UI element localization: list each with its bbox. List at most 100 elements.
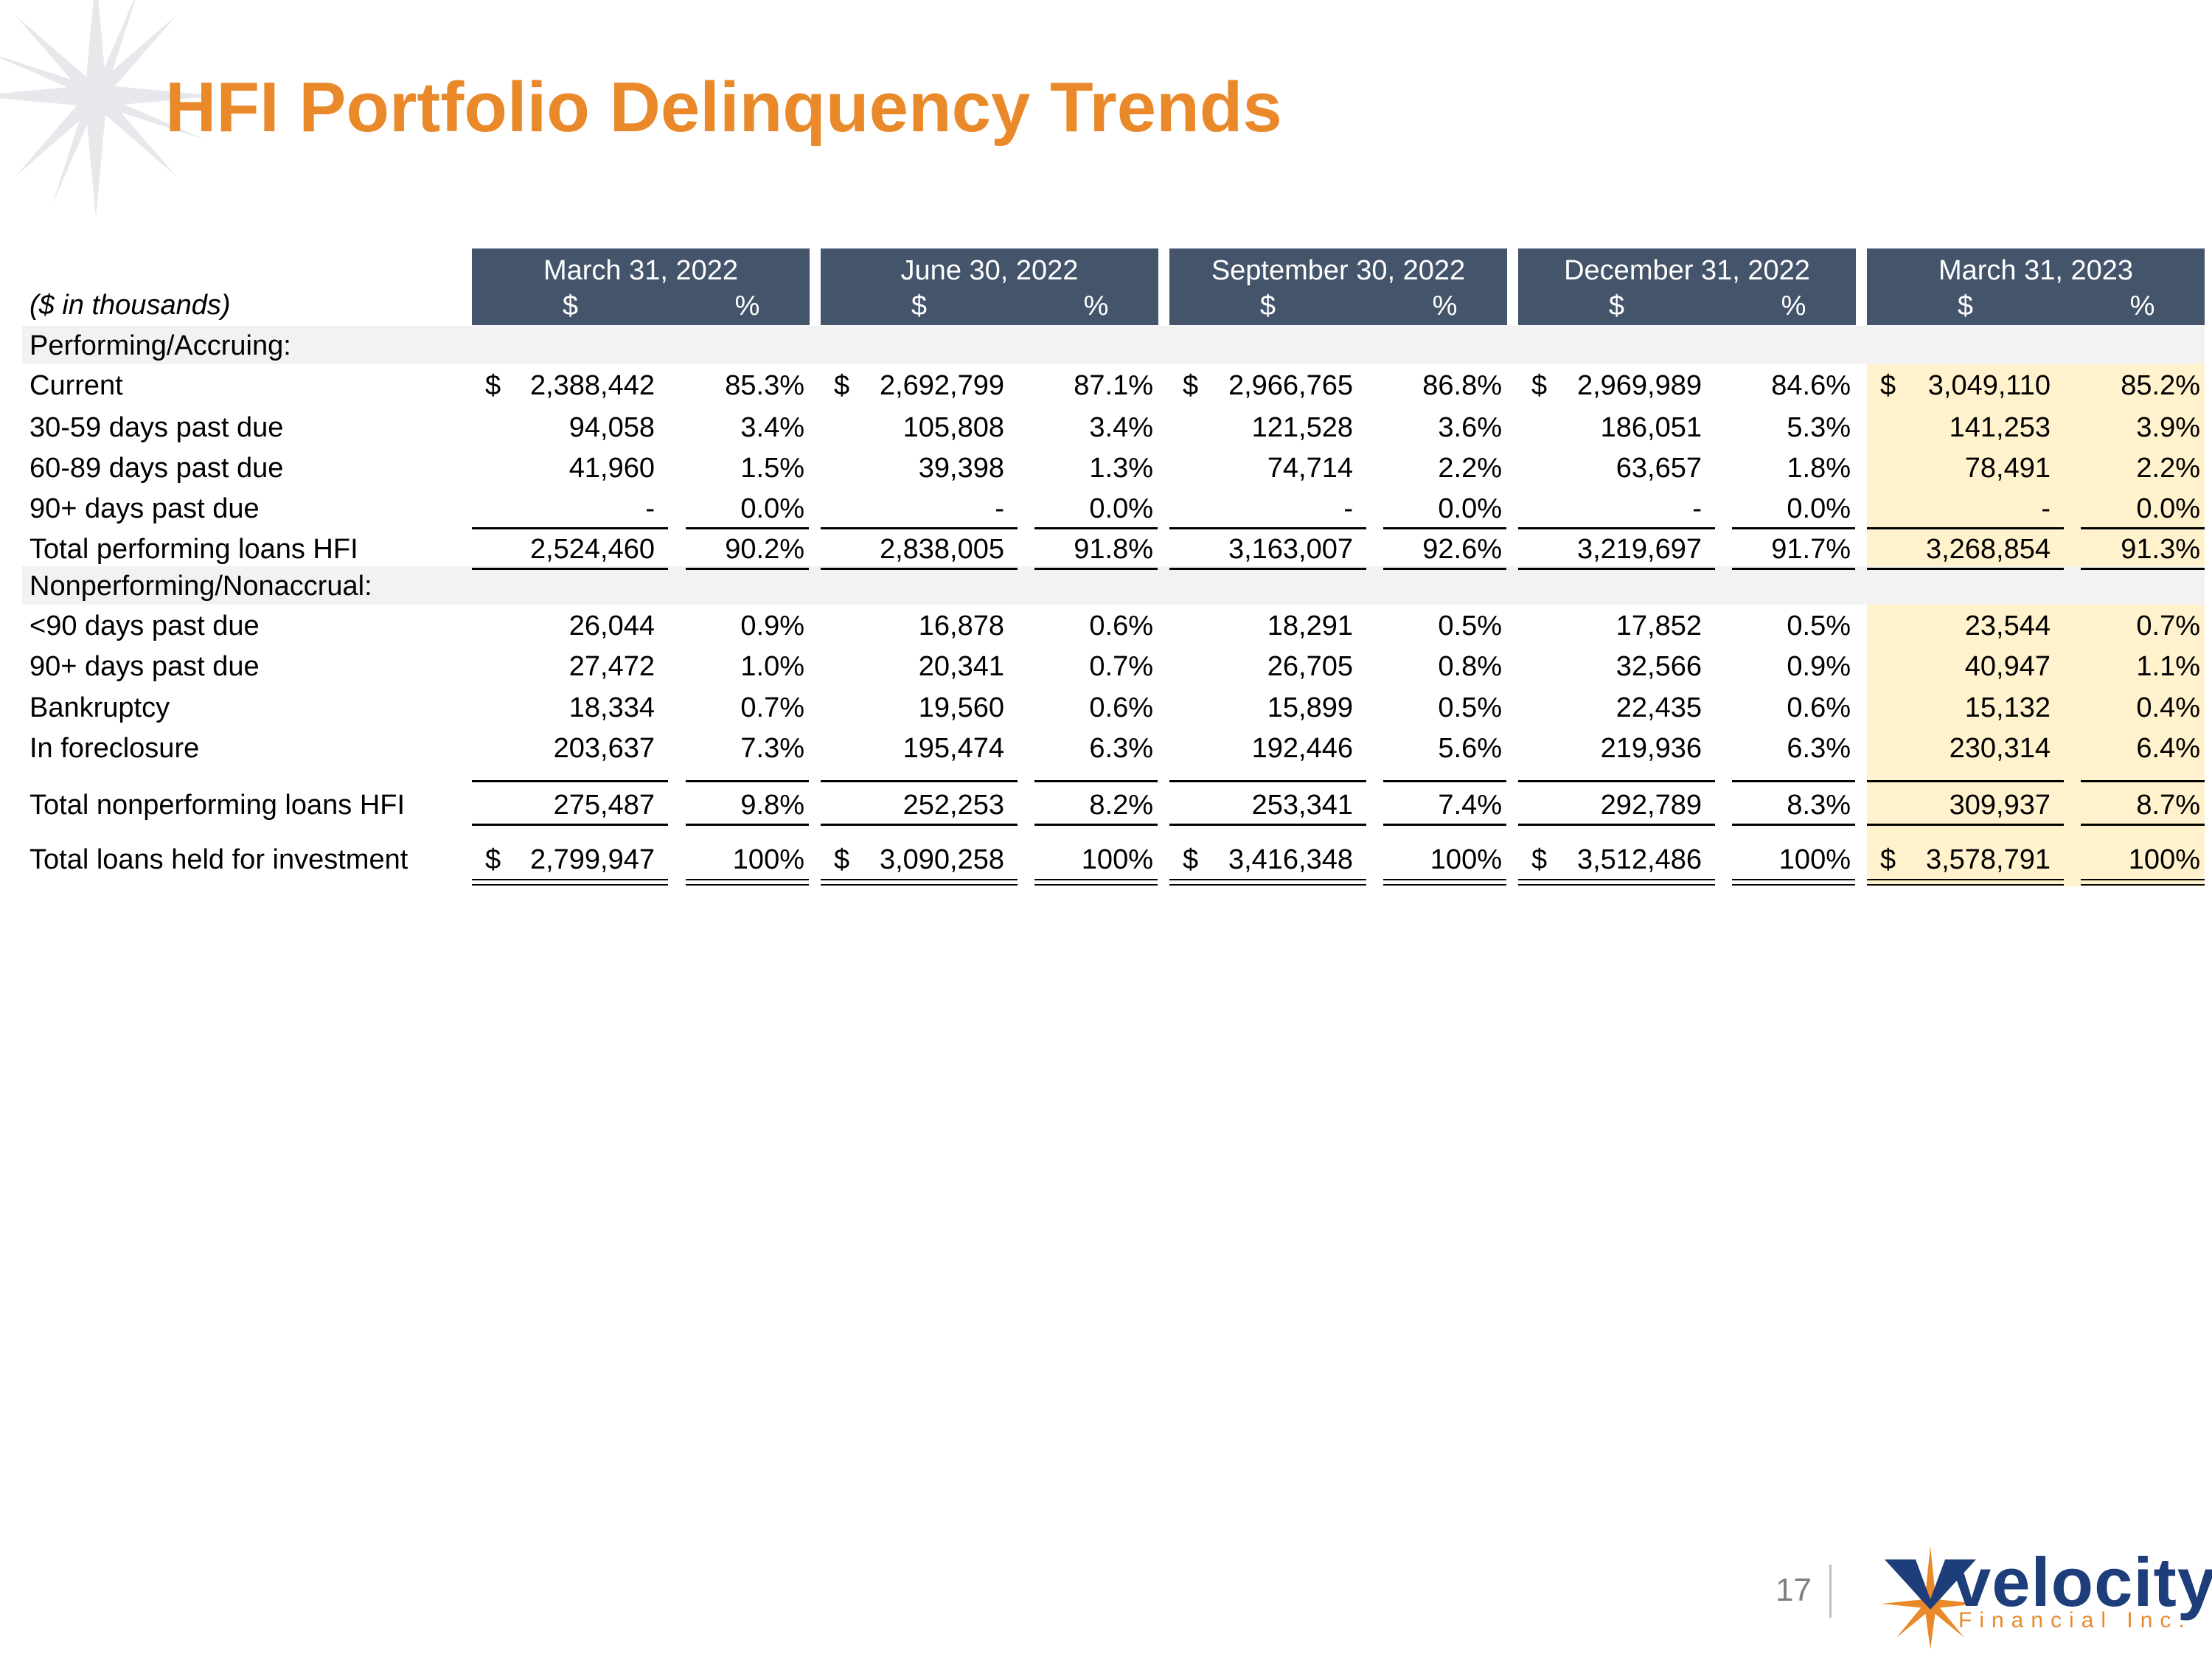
percent-value: 9.8% bbox=[740, 790, 804, 821]
total-rule bbox=[686, 824, 809, 826]
row-label: <90 days past due bbox=[29, 611, 260, 641]
amount-value: 2,388,442 bbox=[529, 370, 655, 401]
logo-wordmark: velocity bbox=[1952, 1543, 2212, 1621]
percent-value: 8.2% bbox=[1089, 790, 1153, 821]
amount-value: 26,044 bbox=[568, 611, 655, 641]
dollar-column-header: $ bbox=[911, 291, 928, 321]
dollar-sign: $ bbox=[1183, 844, 1199, 875]
percent-value: 100% bbox=[1430, 844, 1502, 875]
grand-total-double-rule bbox=[1383, 879, 1506, 886]
percent-value: 0.0% bbox=[1787, 493, 1851, 524]
period-header-label: June 30, 2022 bbox=[900, 255, 1079, 286]
percent-value: 3.9% bbox=[2136, 412, 2200, 443]
total-rule bbox=[2081, 824, 2205, 826]
amount-value: 195,474 bbox=[902, 733, 1004, 764]
percent-value: 100% bbox=[1081, 844, 1153, 875]
period-header bbox=[1169, 248, 1507, 325]
amount-value: 253,341 bbox=[1251, 790, 1353, 821]
row-label: Total loans held for investment bbox=[29, 844, 408, 875]
subtotal-rule bbox=[1867, 527, 2064, 529]
amount-value: 203,637 bbox=[553, 733, 655, 764]
delinquency-table: ($ in thousands) Performing/Accruing: Non… bbox=[22, 248, 2205, 886]
percent-value: 3.6% bbox=[1438, 412, 1502, 443]
total-rule bbox=[686, 568, 809, 570]
amount-value: 3,512,486 bbox=[1576, 844, 1702, 875]
subtotal-rule bbox=[1518, 527, 1715, 529]
percent-value: 7.3% bbox=[740, 733, 804, 764]
subtotal-rule bbox=[1383, 780, 1506, 782]
percent-value: 6.4% bbox=[2136, 733, 2200, 764]
total-rule bbox=[1867, 824, 2064, 826]
amount-value: 121,528 bbox=[1251, 412, 1353, 443]
row-label: In foreclosure bbox=[29, 733, 200, 764]
amount-value: 2,799,947 bbox=[529, 844, 655, 875]
amount-value: 94,058 bbox=[568, 412, 655, 443]
subtotal-rule bbox=[821, 780, 1018, 782]
percent-value: 7.4% bbox=[1438, 790, 1502, 821]
row-label: 90+ days past due bbox=[29, 651, 260, 682]
percent-column-header: % bbox=[734, 291, 760, 321]
total-rule bbox=[2081, 568, 2205, 570]
total-rule bbox=[472, 568, 668, 570]
amount-value: 252,253 bbox=[902, 790, 1004, 821]
total-rule bbox=[1383, 824, 1506, 826]
percent-value: 86.8% bbox=[1422, 370, 1502, 401]
percent-value: 1.8% bbox=[1787, 453, 1851, 484]
percent-value: 8.7% bbox=[2136, 790, 2200, 821]
percent-value: 0.5% bbox=[1787, 611, 1851, 641]
percent-value: 6.3% bbox=[1787, 733, 1851, 764]
subtotal-rule bbox=[472, 527, 668, 529]
amount-value: 3,090,258 bbox=[879, 844, 1004, 875]
subtotal-rule bbox=[686, 527, 809, 529]
period-header-label: March 31, 2022 bbox=[543, 255, 739, 286]
subtotal-rule bbox=[1867, 780, 2064, 782]
latest-period-highlight bbox=[1867, 326, 2205, 886]
total-rule bbox=[821, 824, 1018, 826]
subtotal-rule bbox=[686, 780, 809, 782]
percent-value: 85.3% bbox=[725, 370, 804, 401]
percent-value: 85.2% bbox=[2121, 370, 2200, 401]
period-header bbox=[1518, 248, 1856, 325]
amount-value: - bbox=[1692, 493, 1702, 524]
percent-value: 5.3% bbox=[1787, 412, 1851, 443]
subtotal-rule bbox=[1732, 527, 1855, 529]
amount-value: 17,852 bbox=[1615, 611, 1702, 641]
percent-value: 87.1% bbox=[1074, 370, 1153, 401]
percent-value: 0.0% bbox=[1089, 493, 1153, 524]
period-header bbox=[821, 248, 1158, 325]
percent-column-header: % bbox=[2129, 291, 2155, 321]
total-rule bbox=[472, 824, 668, 826]
total-rule bbox=[1518, 824, 1715, 826]
amount-value: - bbox=[645, 493, 655, 524]
amount-value: 141,253 bbox=[1949, 412, 2051, 443]
percent-value: 0.0% bbox=[2136, 493, 2200, 524]
grand-total-double-rule bbox=[686, 879, 809, 886]
amount-value: - bbox=[1343, 493, 1353, 524]
amount-value: 2,692,799 bbox=[879, 370, 1004, 401]
row-label: 60-89 days past due bbox=[29, 453, 284, 484]
amount-value: 39,398 bbox=[918, 453, 1004, 484]
row-label: 90+ days past due bbox=[29, 493, 260, 524]
grand-total-double-rule bbox=[1867, 879, 2064, 886]
dollar-column-header: $ bbox=[562, 291, 579, 321]
period-header-label: December 31, 2022 bbox=[1564, 255, 1810, 286]
grand-total-double-rule bbox=[1518, 879, 1715, 886]
total-rule bbox=[1518, 568, 1715, 570]
percent-value: 3.4% bbox=[1089, 412, 1153, 443]
amount-value: 18,291 bbox=[1267, 611, 1353, 641]
amount-value: 2,966,765 bbox=[1228, 370, 1353, 401]
amount-value: 3,268,854 bbox=[1925, 534, 2051, 565]
percent-value: 100% bbox=[732, 844, 804, 875]
amount-value: 15,132 bbox=[1964, 692, 2051, 723]
units-label: ($ in thousands) bbox=[29, 290, 231, 321]
amount-value: 3,049,110 bbox=[1927, 370, 2051, 401]
amount-value: 40,947 bbox=[1964, 651, 2051, 682]
amount-value: 27,472 bbox=[568, 651, 655, 682]
velocity-logo-icon bbox=[1882, 1546, 1979, 1649]
amount-value: 230,314 bbox=[1949, 733, 2051, 764]
percent-value: 0.6% bbox=[1787, 692, 1851, 723]
subtotal-rule bbox=[821, 527, 1018, 529]
subtotal-rule bbox=[1518, 780, 1715, 782]
row-label: Bankruptcy bbox=[29, 692, 170, 723]
subtotal-rule bbox=[1169, 527, 1366, 529]
